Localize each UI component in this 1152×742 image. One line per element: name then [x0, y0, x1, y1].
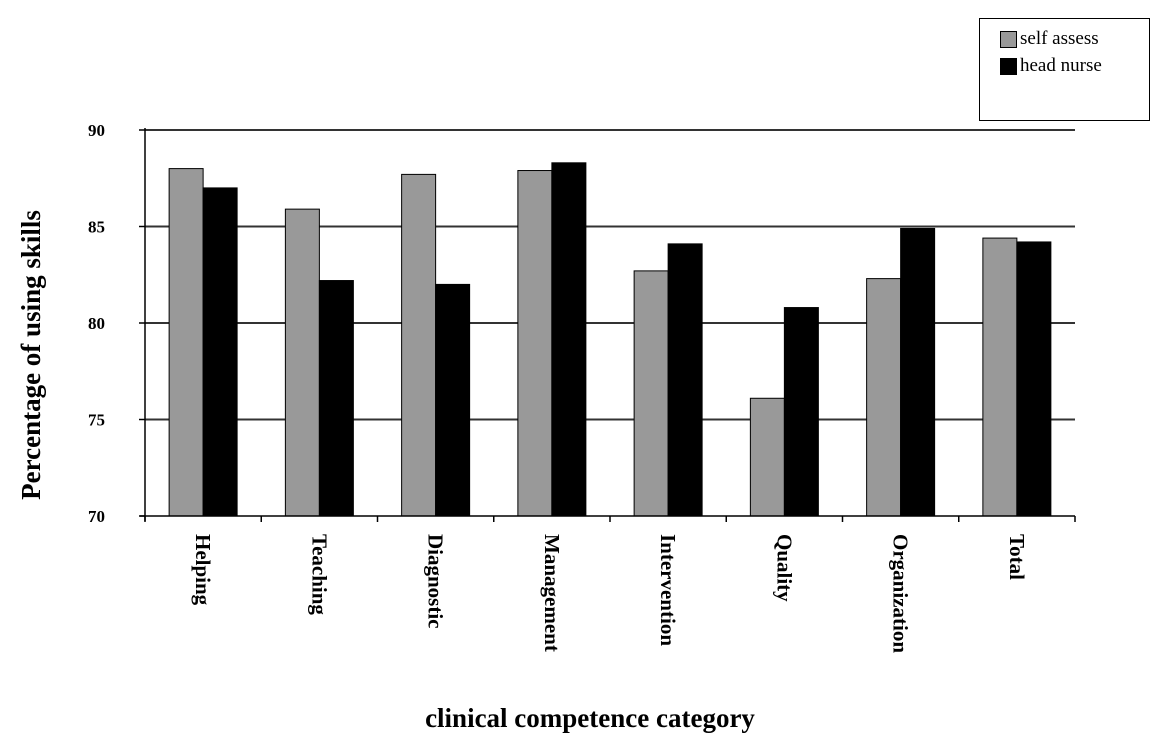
y-tick-label: 75	[88, 411, 105, 430]
bar-quality-self-assess	[749, 397, 785, 517]
legend-item-head-nurse: head nurse	[1000, 55, 1102, 77]
x-tick-labels: Helping Teaching Diagnostic Management Inter…	[191, 534, 1029, 653]
axes	[139, 128, 1076, 522]
bar-diagnostic-head-nurse	[435, 283, 471, 517]
x-tick-label-management: Management	[540, 534, 564, 652]
y-tick-labels: 70 75 80 85 90	[88, 121, 105, 526]
bar-intervention-head-nurse	[667, 243, 703, 517]
y-tick-label: 70	[88, 507, 105, 526]
legend-swatch-self-assess	[1000, 30, 1017, 48]
bar-organization-head-nurse	[900, 227, 936, 517]
bar-management-self-assess	[517, 170, 553, 517]
bar-organization-self-assess	[866, 278, 902, 517]
bar-quality-head-nurse	[783, 307, 819, 517]
legend-item-self-assess: self assess	[1000, 28, 1099, 50]
bar-total-self-assess	[982, 237, 1018, 517]
bar-diagnostic-self-assess	[401, 173, 437, 517]
bar-teaching-self-assess	[284, 208, 320, 517]
x-axis-label: clinical competence category	[425, 703, 755, 733]
y-axis-label: Percentage of using skills	[16, 210, 46, 500]
bars	[168, 162, 1052, 517]
bar-management-head-nurse	[551, 162, 587, 517]
x-tick-label-teaching: Teaching	[307, 534, 331, 615]
bar-helping-head-nurse	[202, 187, 238, 517]
bar-intervention-self-assess	[633, 270, 669, 517]
bar-teaching-head-nurse	[318, 280, 354, 517]
x-tick-label-intervention: Intervention	[656, 534, 680, 646]
bar-total-head-nurse	[1016, 241, 1052, 517]
legend-label-self-assess: self assess	[1020, 28, 1099, 49]
x-tick-label-organization: Organization	[889, 534, 913, 653]
legend: self assess head nurse	[979, 18, 1150, 121]
x-tick-label-total: Total	[1005, 534, 1029, 580]
legend-swatch-head-nurse	[1000, 57, 1017, 75]
y-tick-label: 80	[88, 314, 105, 333]
y-tick-label: 90	[88, 121, 105, 140]
gridlines	[145, 129, 1075, 421]
legend-label-head-nurse: head nurse	[1020, 55, 1102, 76]
y-tick-label: 85	[88, 218, 105, 237]
x-tick-label-helping: Helping	[191, 534, 215, 606]
bar-helping-self-assess	[168, 168, 204, 517]
x-tick-label-diagnostic: Diagnostic	[424, 534, 448, 629]
x-tick-label-quality: Quality	[772, 534, 796, 602]
